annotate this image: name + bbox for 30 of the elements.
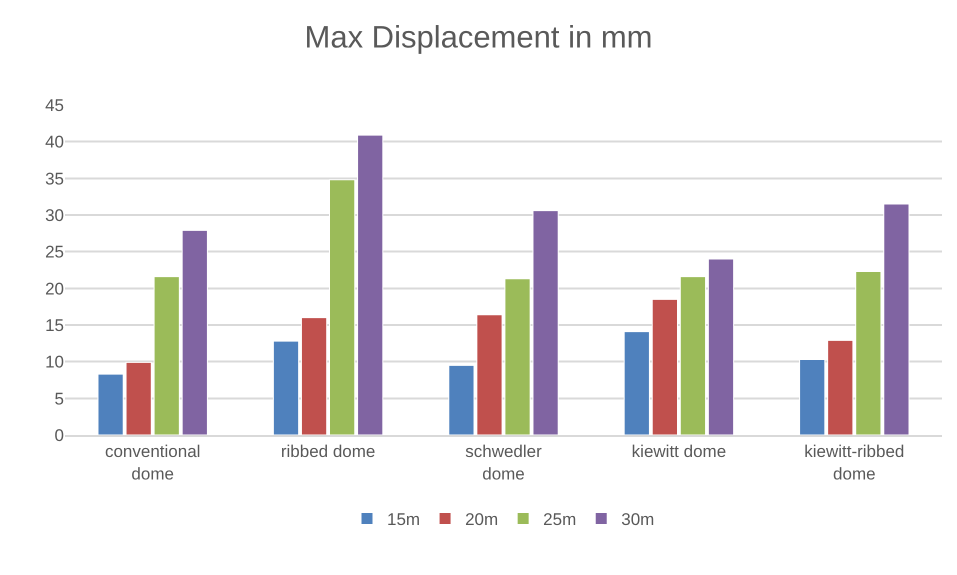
y-tick-label: 25 [45,242,64,262]
y-tick-label: 40 [45,132,64,152]
bar [476,314,503,435]
bar [300,317,328,435]
bar [883,204,910,435]
x-tick-label: kiewitt dome [632,442,726,462]
legend-label: 30m [621,510,654,530]
legend-label: 15m [387,510,420,530]
y-tick-label: 15 [45,316,64,335]
bar [448,364,475,435]
y-tick-label: 5 [54,389,64,408]
bar [504,278,531,435]
y-tick-label: 35 [45,169,64,188]
legend-label: 25m [543,510,576,530]
y-tick-label: 20 [45,279,64,298]
legend-label: 20m [465,510,498,530]
bar [680,276,706,435]
bar [708,258,734,435]
y-tick-label: 10 [45,352,64,372]
y-tick-label: 0 [54,426,64,445]
bar [532,210,559,435]
x-tick-label: schwedler dome [465,442,542,484]
bar [97,374,124,435]
x-tick-label: conventional dome [104,442,200,484]
bar [272,340,300,435]
y-tick-label: 30 [45,206,64,225]
chart-title: Max Displacement in mm [304,20,652,55]
x-tick-label: kiewitt-ribbed dome [804,442,904,484]
x-tick-label: ribbed dome [280,442,376,462]
y-tick-label: 45 [45,96,64,115]
